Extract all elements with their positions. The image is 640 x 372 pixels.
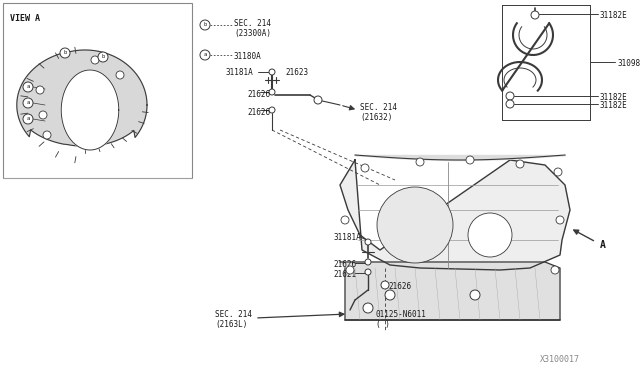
Polygon shape [17,50,147,146]
Circle shape [365,239,371,245]
Circle shape [468,213,512,257]
Text: VIEW A: VIEW A [10,14,40,23]
Circle shape [23,82,33,92]
Circle shape [36,86,44,94]
Circle shape [60,48,70,58]
Circle shape [363,303,373,313]
Text: SEC. 214
(21632): SEC. 214 (21632) [360,103,397,122]
Circle shape [200,50,210,60]
Text: 31181A: 31181A [333,233,361,242]
Circle shape [269,69,275,75]
Circle shape [23,98,33,108]
Circle shape [200,20,210,30]
Circle shape [470,290,480,300]
Bar [3,3,192,178]
Circle shape [269,89,275,95]
Text: 21626: 21626 [333,260,356,269]
Circle shape [385,290,395,300]
Circle shape [506,100,514,108]
Text: 31182E: 31182E [600,11,628,20]
Circle shape [314,96,322,104]
Circle shape [341,216,349,224]
Polygon shape [340,262,560,320]
Text: SEC. 214
(23300A): SEC. 214 (23300A) [234,19,271,38]
Circle shape [39,111,47,119]
Text: 21626: 21626 [247,90,270,99]
Circle shape [516,160,524,168]
Text: 31182E: 31182E [600,101,628,110]
Text: A: A [600,240,606,250]
Circle shape [365,259,371,265]
Polygon shape [61,70,119,150]
Circle shape [377,187,453,263]
Circle shape [554,168,562,176]
Circle shape [361,164,369,172]
Text: a: a [26,84,29,90]
Circle shape [43,131,51,139]
Circle shape [23,114,33,124]
Text: a: a [26,100,29,106]
Circle shape [365,269,371,275]
Text: 31182E: 31182E [600,93,628,102]
Text: 01125-N6011
( ): 01125-N6011 ( ) [376,310,427,329]
Text: 21623: 21623 [285,68,308,77]
Circle shape [381,281,389,289]
Text: 21626: 21626 [388,282,411,291]
Text: a: a [204,52,207,58]
Circle shape [531,11,539,19]
Circle shape [466,156,474,164]
Text: 21626: 21626 [247,108,270,117]
Circle shape [346,266,354,274]
Text: 31098Z: 31098Z [617,59,640,68]
Text: 21621: 21621 [333,270,356,279]
Circle shape [98,52,108,62]
Text: a: a [26,116,29,122]
Polygon shape [340,160,570,270]
Text: X3100017: X3100017 [540,355,580,364]
Circle shape [506,92,514,100]
Circle shape [551,266,559,274]
Circle shape [475,220,505,250]
Circle shape [556,216,564,224]
Circle shape [91,56,99,64]
Text: 31180A: 31180A [234,52,262,61]
Circle shape [116,71,124,79]
Text: b: b [101,55,104,60]
Text: b: b [204,22,207,28]
Circle shape [269,107,275,113]
Circle shape [416,158,424,166]
Text: b: b [63,51,67,55]
Text: SEC. 214
(2163L): SEC. 214 (2163L) [215,310,252,329]
Text: 31181A: 31181A [225,68,253,77]
